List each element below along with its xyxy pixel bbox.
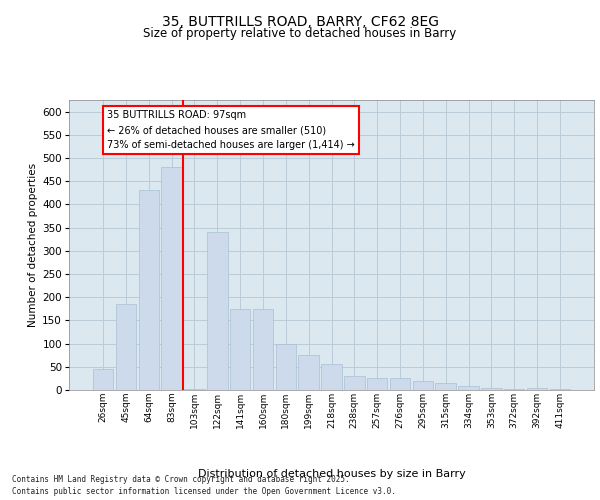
Bar (139, 190, 159, 390)
Y-axis label: Number of detached properties: Number of detached properties (28, 163, 38, 327)
Bar (184, 389, 205, 390)
Bar (550, 388, 570, 390)
Text: 35, BUTTRILLS ROAD, BARRY, CF62 8EG: 35, BUTTRILLS ROAD, BARRY, CF62 8EG (161, 15, 439, 29)
Text: Contains HM Land Registry data © Crown copyright and database right 2025.
Contai: Contains HM Land Registry data © Crown c… (12, 475, 396, 496)
Bar (93, 369, 113, 390)
Bar (504, 388, 524, 390)
Bar (161, 168, 182, 390)
Bar (527, 388, 547, 390)
Bar (344, 376, 365, 390)
Bar (207, 232, 227, 390)
X-axis label: Distribution of detached houses by size in Barry: Distribution of detached houses by size … (197, 470, 466, 480)
Bar (253, 309, 273, 390)
Bar (321, 364, 342, 390)
Bar (481, 388, 502, 390)
Bar (367, 378, 388, 390)
Bar (116, 304, 136, 390)
Bar (413, 380, 433, 390)
Text: 35 BUTTRILLS ROAD: 97sqm
← 26% of detached houses are smaller (510)
73% of semi-: 35 BUTTRILLS ROAD: 97sqm ← 26% of detach… (107, 110, 355, 150)
Bar (436, 383, 456, 390)
Bar (458, 386, 479, 390)
Bar (390, 378, 410, 390)
Text: Size of property relative to detached houses in Barry: Size of property relative to detached ho… (143, 28, 457, 40)
Bar (230, 309, 250, 390)
Bar (298, 355, 319, 390)
Bar (275, 344, 296, 390)
